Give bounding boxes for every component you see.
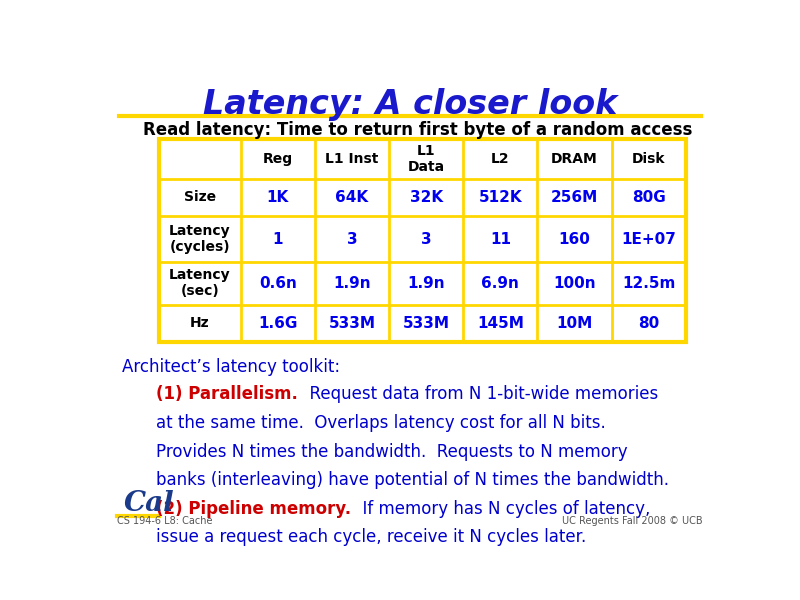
Text: L2: L2 <box>491 152 510 166</box>
Text: 64K: 64K <box>335 190 369 205</box>
Text: Latency
(sec): Latency (sec) <box>169 268 230 298</box>
Text: issue a request each cycle, receive it N cycles later.: issue a request each cycle, receive it N… <box>156 529 586 547</box>
Text: 533M: 533M <box>329 316 375 331</box>
Text: 1: 1 <box>273 232 283 247</box>
Text: 256M: 256M <box>551 190 598 205</box>
Bar <box>159 139 686 342</box>
Text: at the same time.  Overlaps latency cost for all N bits.: at the same time. Overlaps latency cost … <box>156 414 606 432</box>
Text: 100n: 100n <box>554 276 596 291</box>
Text: Architect’s latency toolkit:: Architect’s latency toolkit: <box>122 358 340 376</box>
Text: If memory has N cycles of latency,: If memory has N cycles of latency, <box>352 500 650 518</box>
Text: Read latency: Time to return first byte of a random access: Read latency: Time to return first byte … <box>143 121 693 139</box>
Text: Request data from N 1-bit-wide memories: Request data from N 1-bit-wide memories <box>299 385 658 403</box>
Text: DRAM: DRAM <box>551 152 598 166</box>
Text: UC Regents Fall 2008 © UCB: UC Regents Fall 2008 © UCB <box>562 515 702 526</box>
Text: L1 Inst: L1 Inst <box>326 152 378 166</box>
Text: 1K: 1K <box>266 190 289 205</box>
Text: 533M: 533M <box>402 316 450 331</box>
Text: 1E+07: 1E+07 <box>622 232 676 247</box>
Text: Hz: Hz <box>190 316 210 331</box>
Text: Size: Size <box>184 190 216 205</box>
Text: CS 194-6 L8: Cache: CS 194-6 L8: Cache <box>118 515 213 526</box>
Text: 3: 3 <box>346 232 358 247</box>
Text: Reg: Reg <box>262 152 293 166</box>
Text: Latency
(cycles): Latency (cycles) <box>169 224 230 254</box>
Text: 1.9n: 1.9n <box>333 276 370 291</box>
Text: Cal: Cal <box>123 490 174 517</box>
Text: (1) Parallelism.: (1) Parallelism. <box>156 385 298 403</box>
Text: 160: 160 <box>558 232 590 247</box>
Text: 32K: 32K <box>410 190 442 205</box>
Text: 512K: 512K <box>478 190 522 205</box>
Text: 1.6G: 1.6G <box>258 316 298 331</box>
Text: Latency: A closer look: Latency: A closer look <box>203 88 617 121</box>
Text: banks (interleaving) have potential of N times the bandwidth.: banks (interleaving) have potential of N… <box>156 471 669 489</box>
Text: (2) Pipeline memory.: (2) Pipeline memory. <box>156 500 351 518</box>
Text: 80G: 80G <box>632 190 666 205</box>
Text: 1.9n: 1.9n <box>407 276 445 291</box>
Text: L1
Data: L1 Data <box>408 144 445 174</box>
Text: Provides N times the bandwidth.  Requests to N memory: Provides N times the bandwidth. Requests… <box>156 443 627 461</box>
Text: 11: 11 <box>490 232 511 247</box>
Text: 0.6n: 0.6n <box>259 276 297 291</box>
Text: 12.5m: 12.5m <box>622 276 675 291</box>
Text: 80: 80 <box>638 316 659 331</box>
Text: 6.9n: 6.9n <box>482 276 519 291</box>
Text: 145M: 145M <box>477 316 524 331</box>
Text: 10M: 10M <box>557 316 593 331</box>
Text: Disk: Disk <box>632 152 666 166</box>
Text: 3: 3 <box>421 232 431 247</box>
